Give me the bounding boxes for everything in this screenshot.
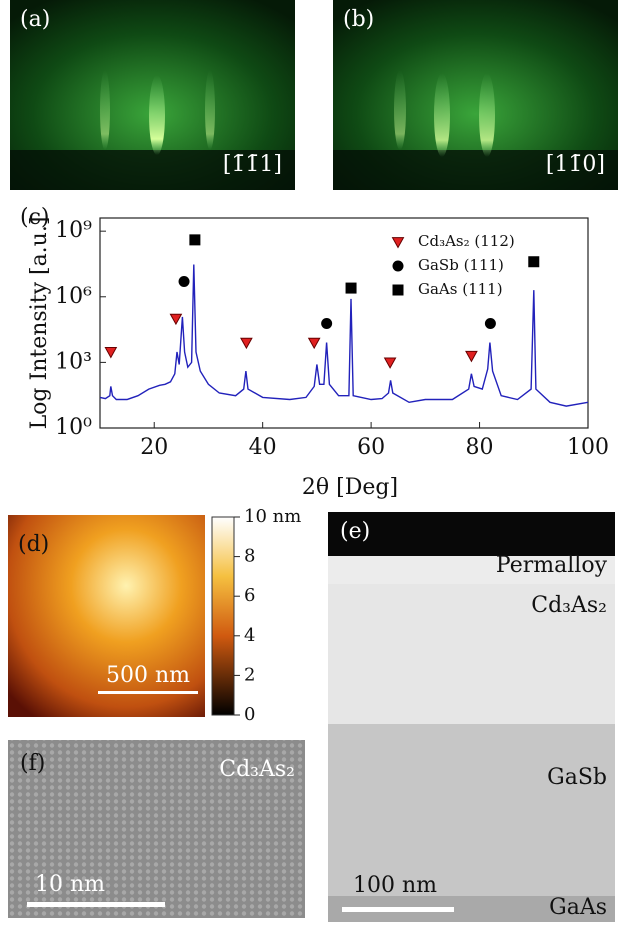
- y-tick-label: 10⁶: [55, 284, 92, 309]
- layer-label: GaSb: [547, 765, 607, 790]
- panel-label: (d): [18, 532, 49, 557]
- panel-label: (e): [340, 519, 370, 544]
- peak-marker: [169, 313, 183, 326]
- peak-marker: [465, 350, 478, 363]
- legend-label: GaAs (111): [418, 280, 503, 298]
- x-tick-label: 100: [567, 435, 609, 460]
- scale-bar-label: 100 nm: [353, 873, 437, 898]
- panel-f: (f) Cd₃As₂ 10 nm: [8, 740, 305, 918]
- material-label: Cd₃As₂: [219, 757, 295, 782]
- panel-a: (a) [1̄1̄1]: [10, 0, 295, 190]
- x-tick-label: 20: [140, 435, 168, 460]
- panel-b: (b) [11̄0]: [333, 0, 618, 190]
- x-tick-label: 60: [357, 435, 385, 460]
- plot-frame: [99, 217, 589, 429]
- peak-marker: [240, 337, 253, 350]
- legend-label: Cd₃As₂ (112): [418, 232, 515, 250]
- layer-label: Permalloy: [496, 553, 608, 578]
- peak-marker: [104, 347, 118, 359]
- peak-marker: [189, 234, 201, 246]
- afm-image: [8, 515, 205, 717]
- y-tick-label: 10³: [55, 349, 92, 374]
- y-tick-label: 10⁰: [55, 415, 92, 440]
- legend-swatch: [391, 237, 405, 249]
- panel-label: (c): [20, 205, 50, 230]
- panel-e: (e) Permalloy Cd₃As₂ GaSb GaAs 100 nm: [328, 512, 615, 922]
- direction-label: [11̄0]: [546, 152, 605, 177]
- x-axis-label: 2θ [Deg]: [302, 475, 398, 500]
- peak-marker: [528, 256, 540, 268]
- peak-marker: [178, 275, 190, 287]
- x-tick-label: 40: [249, 435, 277, 460]
- scale-bar-label: 500 nm: [106, 663, 190, 688]
- panel-d: 500 nm (d) 10 nm 8 6 4 2 0: [8, 506, 301, 725]
- peak-marker: [484, 318, 496, 330]
- colorbar-label: 6: [244, 585, 255, 606]
- panel-label: (a): [20, 7, 50, 32]
- legend-swatch: [392, 260, 404, 272]
- peak-marker: [345, 282, 357, 294]
- y-tick-label: 10⁹: [55, 218, 92, 243]
- panel-label: (f): [20, 751, 45, 776]
- peak-marker: [383, 357, 397, 369]
- layer-label: GaAs: [549, 895, 607, 920]
- xrd-chart: (c) 2θ [Deg] Log Intensity [a.u.] 20 40 60…: [20, 205, 609, 500]
- scale-bar-label: 10 nm: [35, 872, 105, 897]
- colorbar-label: 10 nm: [244, 506, 301, 527]
- panel-label: (b): [343, 7, 374, 32]
- colorbar-label: 0: [244, 704, 255, 725]
- direction-label: [1̄1̄1]: [223, 152, 282, 177]
- hrtem-image: [8, 740, 305, 918]
- peak-marker: [307, 337, 321, 350]
- y-axis-label: Log Intensity [a.u.]: [27, 217, 52, 430]
- legend-label: GaSb (111): [418, 256, 504, 274]
- x-tick-label: 80: [466, 435, 494, 460]
- colorbar: [211, 516, 235, 716]
- xrd-curve: [99, 264, 589, 407]
- legend-swatch: [392, 284, 404, 296]
- peak-marker: [321, 318, 333, 330]
- layer-label: Cd₃As₂: [531, 593, 607, 618]
- colorbar-label: 4: [244, 625, 255, 646]
- colorbar-label: 2: [244, 664, 255, 685]
- colorbar-label: 8: [244, 546, 255, 567]
